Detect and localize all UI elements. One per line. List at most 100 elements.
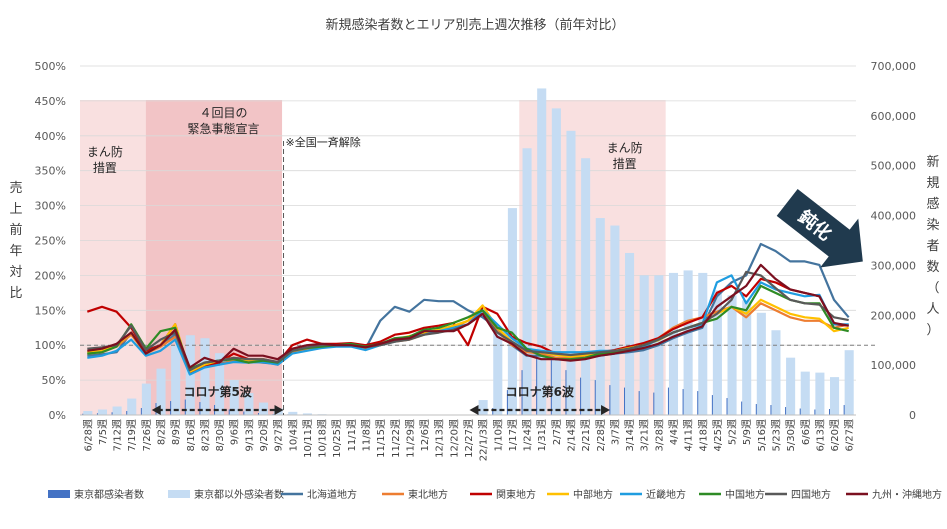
x-tick-label: 5/16週 — [756, 419, 768, 451]
y-left-label-char: 対 — [9, 265, 22, 280]
bar-other-6 — [171, 346, 180, 415]
y-right-tick: 0 — [909, 409, 916, 422]
x-tick-label: 5/23週 — [770, 419, 782, 451]
bar-other-50 — [815, 373, 824, 415]
x-tick-label: 3/28週 — [653, 419, 665, 451]
x-tick-label: 3/14週 — [624, 419, 636, 451]
annotation-wave6: コロナ第6波 — [506, 384, 575, 399]
y-left-tick: 50% — [42, 374, 66, 387]
y-right-tick: 100,000 — [871, 359, 917, 372]
bar-other-52 — [845, 350, 854, 415]
bar-other-29 — [508, 208, 517, 415]
x-tick-label: 5/30週 — [785, 419, 797, 451]
y-right-label-char: 新 — [926, 154, 939, 170]
x-tick-label: 11/1週 — [346, 419, 358, 451]
bar-other-42 — [698, 273, 707, 415]
x-tick-label: 6/6週 — [800, 419, 812, 445]
y-left-tick: 400% — [35, 130, 66, 143]
y-right-label-char: 染 — [926, 218, 939, 233]
legend-label: 中国地方 — [725, 488, 765, 501]
y-right-label-char: 感 — [926, 196, 939, 212]
y-right-label-char: 数 — [926, 260, 939, 275]
x-tick-label: 7/26週 — [141, 419, 153, 451]
y-right-tick: 700,000 — [871, 60, 917, 73]
x-tick-label: 3/7週 — [609, 419, 621, 445]
y-left-tick: 100% — [35, 339, 66, 352]
annotation-emergency-4: 緊急事態宣言 — [187, 121, 259, 136]
y-left-label-char: 比 — [9, 286, 22, 301]
x-tick-label: 12/20週 — [448, 419, 460, 458]
annotation-emergency-4: ４回目の — [199, 106, 247, 120]
y-right-tick: 500,000 — [871, 160, 917, 173]
callout-arrow: 鈍化 — [768, 178, 882, 286]
chart-title: 新規感染者数とエリア別売上週次推移（前年対比） — [325, 17, 624, 33]
bar-other-28 — [493, 330, 502, 415]
bar-other-32 — [552, 108, 561, 415]
bar-other-30 — [523, 148, 532, 415]
x-tick-label: 11/29週 — [404, 419, 416, 458]
y-left-label-char: 前 — [9, 222, 22, 238]
x-tick-label: 4/11週 — [683, 419, 695, 451]
y-right-label-char: （ — [926, 281, 939, 296]
annotation-manbou-2: まん防 — [607, 140, 643, 155]
legend-label: 近畿地方 — [646, 488, 686, 501]
bar-other-37 — [625, 253, 634, 415]
y-right-label-char: 人 — [926, 302, 939, 317]
y-right-label-char: 者 — [926, 239, 939, 254]
arrow-wave6-head-left — [469, 405, 478, 415]
x-tick-label: 5/2週 — [727, 419, 739, 445]
x-tick-label: 2/14週 — [565, 419, 577, 451]
bar-other-48 — [786, 358, 795, 415]
bar-other-2 — [113, 407, 122, 415]
annotation-manbou-2: 措置 — [613, 157, 637, 171]
x-tick-label: 10/11週 — [302, 419, 314, 458]
annotation-lift: ※全国一斉解除 — [286, 135, 361, 149]
bar-other-1 — [98, 410, 107, 415]
x-tick-label: 12/13週 — [434, 419, 446, 458]
x-tick-label: 8/30週 — [214, 419, 226, 451]
y-left-tick: 300% — [35, 200, 66, 213]
bar-other-47 — [771, 330, 780, 415]
x-tick-label: 4/25週 — [712, 419, 724, 451]
bar-other-31 — [537, 88, 546, 415]
y-right-label-char: ） — [926, 323, 939, 338]
bar-other-27 — [479, 400, 488, 415]
x-tick-label: 9/20週 — [258, 419, 270, 451]
x-tick-label: 10/25週 — [331, 419, 343, 458]
annotation-wave5: コロナ第5波 — [183, 384, 252, 399]
bar-other-12 — [259, 403, 268, 415]
bar-other-33 — [566, 131, 575, 415]
annotation-manbou-1: 措置 — [93, 161, 117, 175]
y-left-tick: 150% — [35, 304, 66, 317]
bar-other-40 — [669, 273, 678, 415]
y-left-tick: 350% — [35, 165, 66, 178]
y-left-tick: 500% — [35, 60, 66, 73]
x-tick-label: 6/20週 — [829, 419, 841, 451]
y-left-label-char: 売 — [9, 180, 22, 196]
y-right-tick: 400,000 — [871, 210, 917, 223]
bar-other-36 — [610, 226, 619, 415]
legend-label: 東京都感染者数 — [74, 488, 144, 501]
bar-other-35 — [596, 218, 605, 415]
y-left-label-char: 上 — [9, 202, 22, 217]
y-right-tick: 300,000 — [871, 259, 917, 272]
legend-label: 九州・沖縄地方 — [872, 488, 942, 501]
bar-other-41 — [684, 270, 693, 415]
legend: 東京都感染者数東京都以外感染者数北海道地方東北地方関東地方中部地方近畿地方中国地… — [48, 488, 942, 501]
x-tick-label: 9/13週 — [243, 419, 255, 451]
x-tick-label: 2/7週 — [551, 419, 563, 445]
legend-label: 東京都以外感染者数 — [194, 488, 284, 501]
shade-emergency-4 — [146, 100, 282, 415]
x-tick-label: 2/21週 — [580, 419, 592, 451]
bar-other-34 — [581, 158, 590, 415]
legend-swatch-bar — [168, 490, 190, 498]
x-tick-label: 3/21週 — [639, 419, 651, 451]
x-tick-label: 9/27週 — [273, 419, 285, 451]
x-tick-label: 6/13週 — [814, 419, 826, 451]
bar-other-44 — [728, 295, 737, 415]
legend-label: 北海道地方 — [307, 488, 357, 501]
x-tick-label: 4/18週 — [697, 419, 709, 451]
x-tick-label: 12/6週 — [419, 419, 431, 451]
bar-other-51 — [830, 377, 839, 415]
